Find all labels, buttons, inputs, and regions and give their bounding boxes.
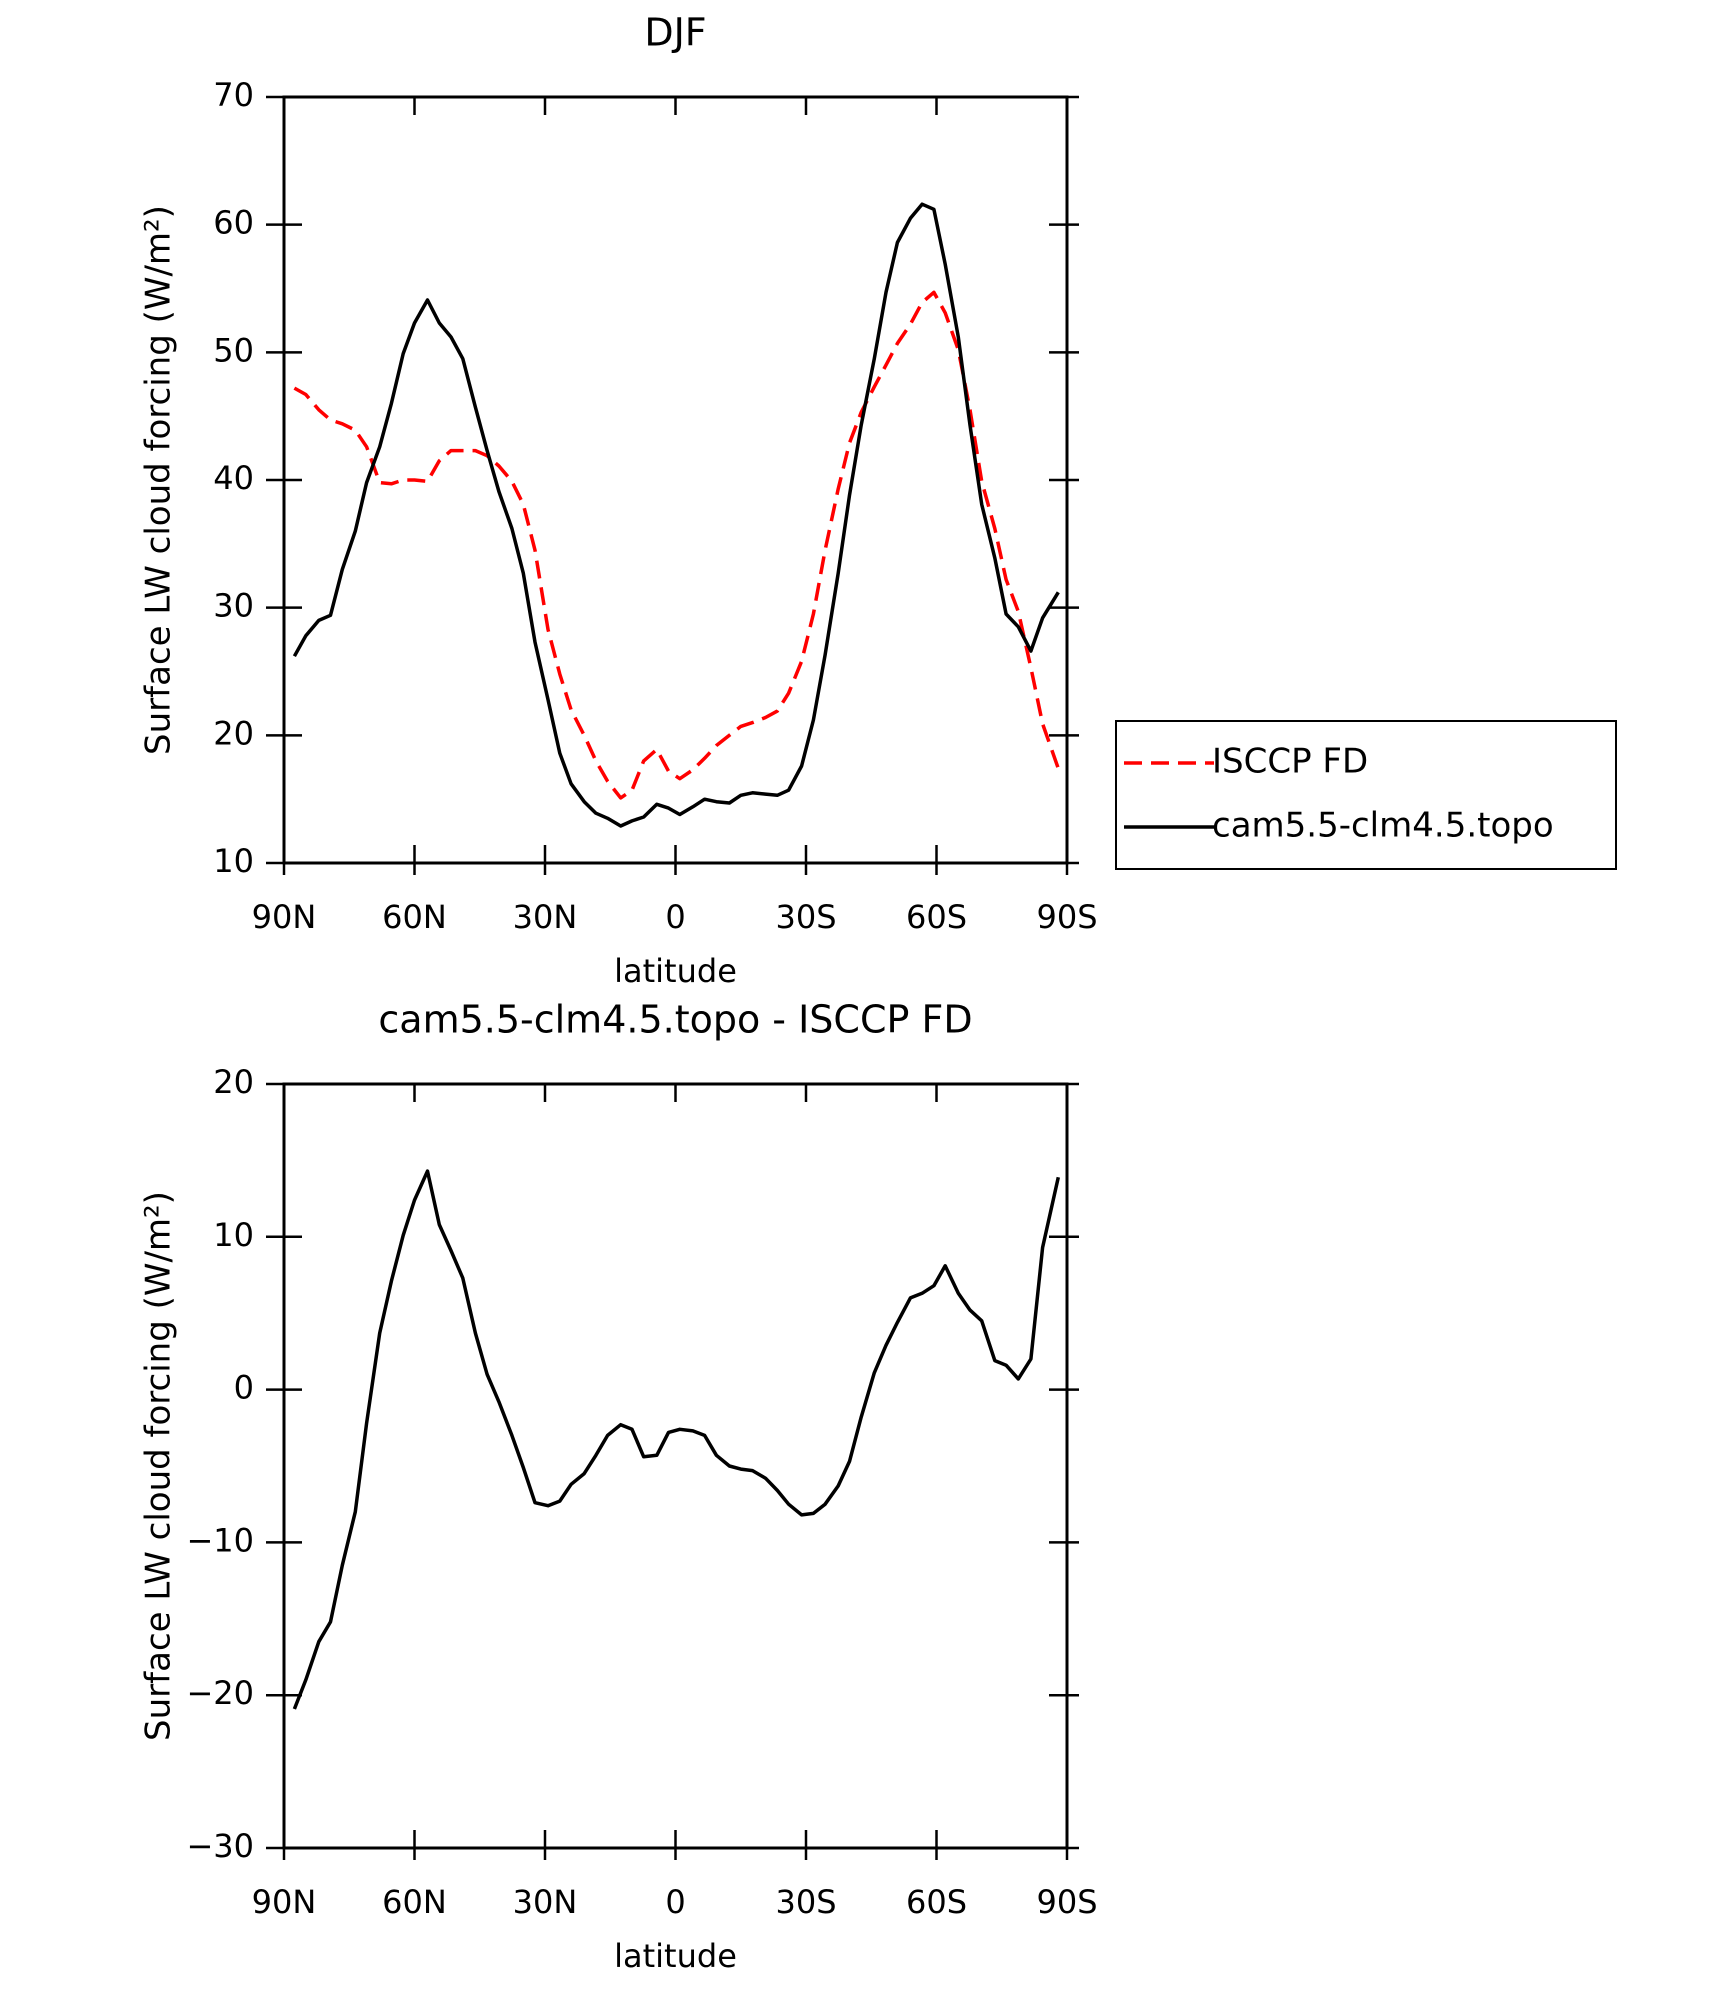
x-tick-label: 90N [252,898,317,936]
x-tick-label: 60N [382,898,447,936]
x-tick-label: 30S [775,898,836,936]
plot-frame [282,95,1069,865]
y-tick-label: 70 [213,76,254,114]
x-axis-label: latitude [614,952,737,990]
y-tick-label: 0 [234,1369,254,1407]
legend-box [1115,720,1617,870]
x-tick-label: 60S [906,1883,967,1921]
x-tick-label: 90N [252,1883,317,1921]
y-tick-label: −30 [186,1827,254,1865]
y-tick-label: 40 [213,459,254,497]
x-tick-label: 90S [1036,898,1097,936]
y-tick-label: 30 [213,587,254,625]
y-tick-label: 20 [213,714,254,752]
y-tick-label: −10 [186,1521,254,1559]
x-tick-label: 60N [382,1883,447,1921]
y-tick-label: 60 [213,204,254,242]
legend-label: ISCCP FD [1212,742,1368,782]
y-tick-label: 10 [213,1216,254,1254]
y-tick-label: 10 [213,842,254,880]
x-tick-label: 30N [513,898,578,936]
y-axis-label: Surface LW cloud forcing (W/m²) [139,205,179,755]
chart-title: cam5.5-clm4.5.topo - ISCCP FD [378,998,972,1042]
y-tick-label: −20 [186,1674,254,1712]
y-axis-label: Surface LW cloud forcing (W/m²) [139,1191,179,1741]
x-tick-label: 0 [665,898,685,936]
y-tick-label: 20 [213,1063,254,1101]
series-line [292,202,1060,828]
x-tick-label: 30N [513,1883,578,1921]
x-axis-label: latitude [614,1937,737,1975]
legend-label: cam5.5-clm4.5.topo [1212,806,1554,846]
plot-frame [282,1082,1069,1850]
chart-title: DJF [644,11,706,55]
series-line [293,290,1060,800]
series-line [292,1169,1061,1710]
x-tick-label: 90S [1036,1883,1097,1921]
x-tick-label: 0 [665,1883,685,1921]
x-tick-label: 30S [775,1883,836,1921]
y-tick-label: 50 [213,331,254,369]
x-tick-label: 60S [906,898,967,936]
